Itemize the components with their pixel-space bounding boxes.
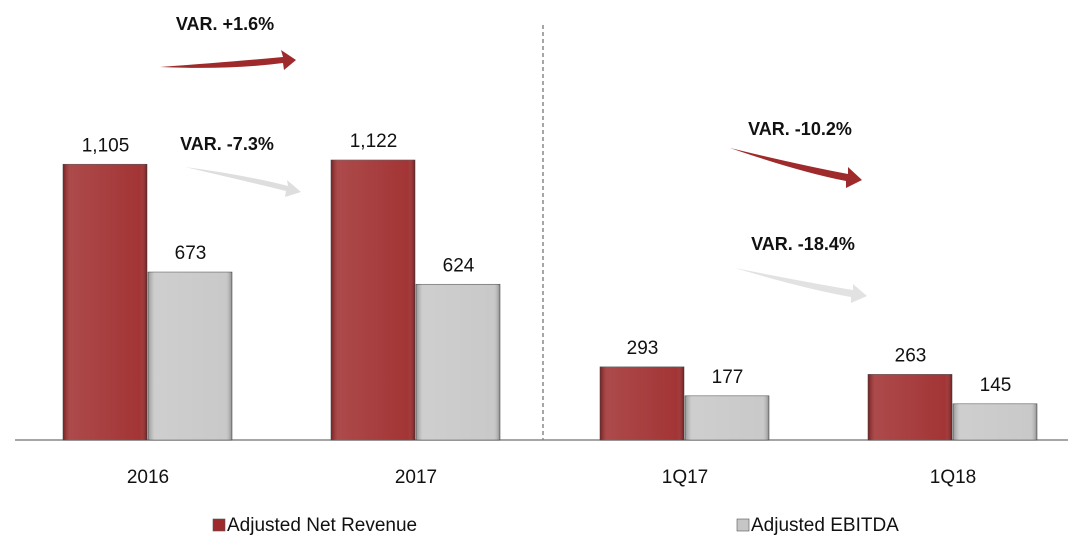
arrow bbox=[730, 148, 862, 188]
data-label: 673 bbox=[175, 243, 207, 264]
annotation: VAR. -18.4% bbox=[751, 234, 855, 254]
data-label: 177 bbox=[712, 367, 744, 388]
bar bbox=[599, 366, 685, 441]
arrow bbox=[735, 268, 867, 303]
legend-swatch bbox=[736, 518, 750, 532]
bar bbox=[62, 163, 148, 441]
bar bbox=[147, 271, 233, 441]
legend-label: Adjusted EBITDA bbox=[751, 515, 899, 536]
data-label: 293 bbox=[627, 338, 659, 359]
annotation: VAR. -7.3% bbox=[180, 134, 274, 154]
annotation: VAR. -10.2% bbox=[748, 119, 852, 139]
legend-swatch bbox=[212, 518, 226, 532]
x-tick-label: 1Q17 bbox=[662, 467, 708, 488]
x-tick-label: 2016 bbox=[127, 467, 169, 488]
bar bbox=[330, 159, 416, 441]
bar bbox=[684, 395, 770, 441]
data-label: 624 bbox=[443, 255, 475, 276]
x-tick-label: 1Q18 bbox=[930, 467, 976, 488]
data-label: 1,105 bbox=[82, 135, 130, 156]
bar bbox=[952, 403, 1038, 441]
x-tick-label: 2017 bbox=[395, 467, 437, 488]
data-label: 145 bbox=[980, 375, 1012, 396]
legend-label: Adjusted Net Revenue bbox=[227, 515, 417, 536]
bar bbox=[415, 283, 501, 441]
bar bbox=[867, 374, 953, 441]
arrow bbox=[185, 167, 301, 197]
data-label: 263 bbox=[895, 345, 927, 366]
annotation: VAR. +1.6% bbox=[176, 14, 274, 34]
arrow bbox=[160, 50, 296, 70]
data-label: 1,122 bbox=[350, 131, 398, 152]
